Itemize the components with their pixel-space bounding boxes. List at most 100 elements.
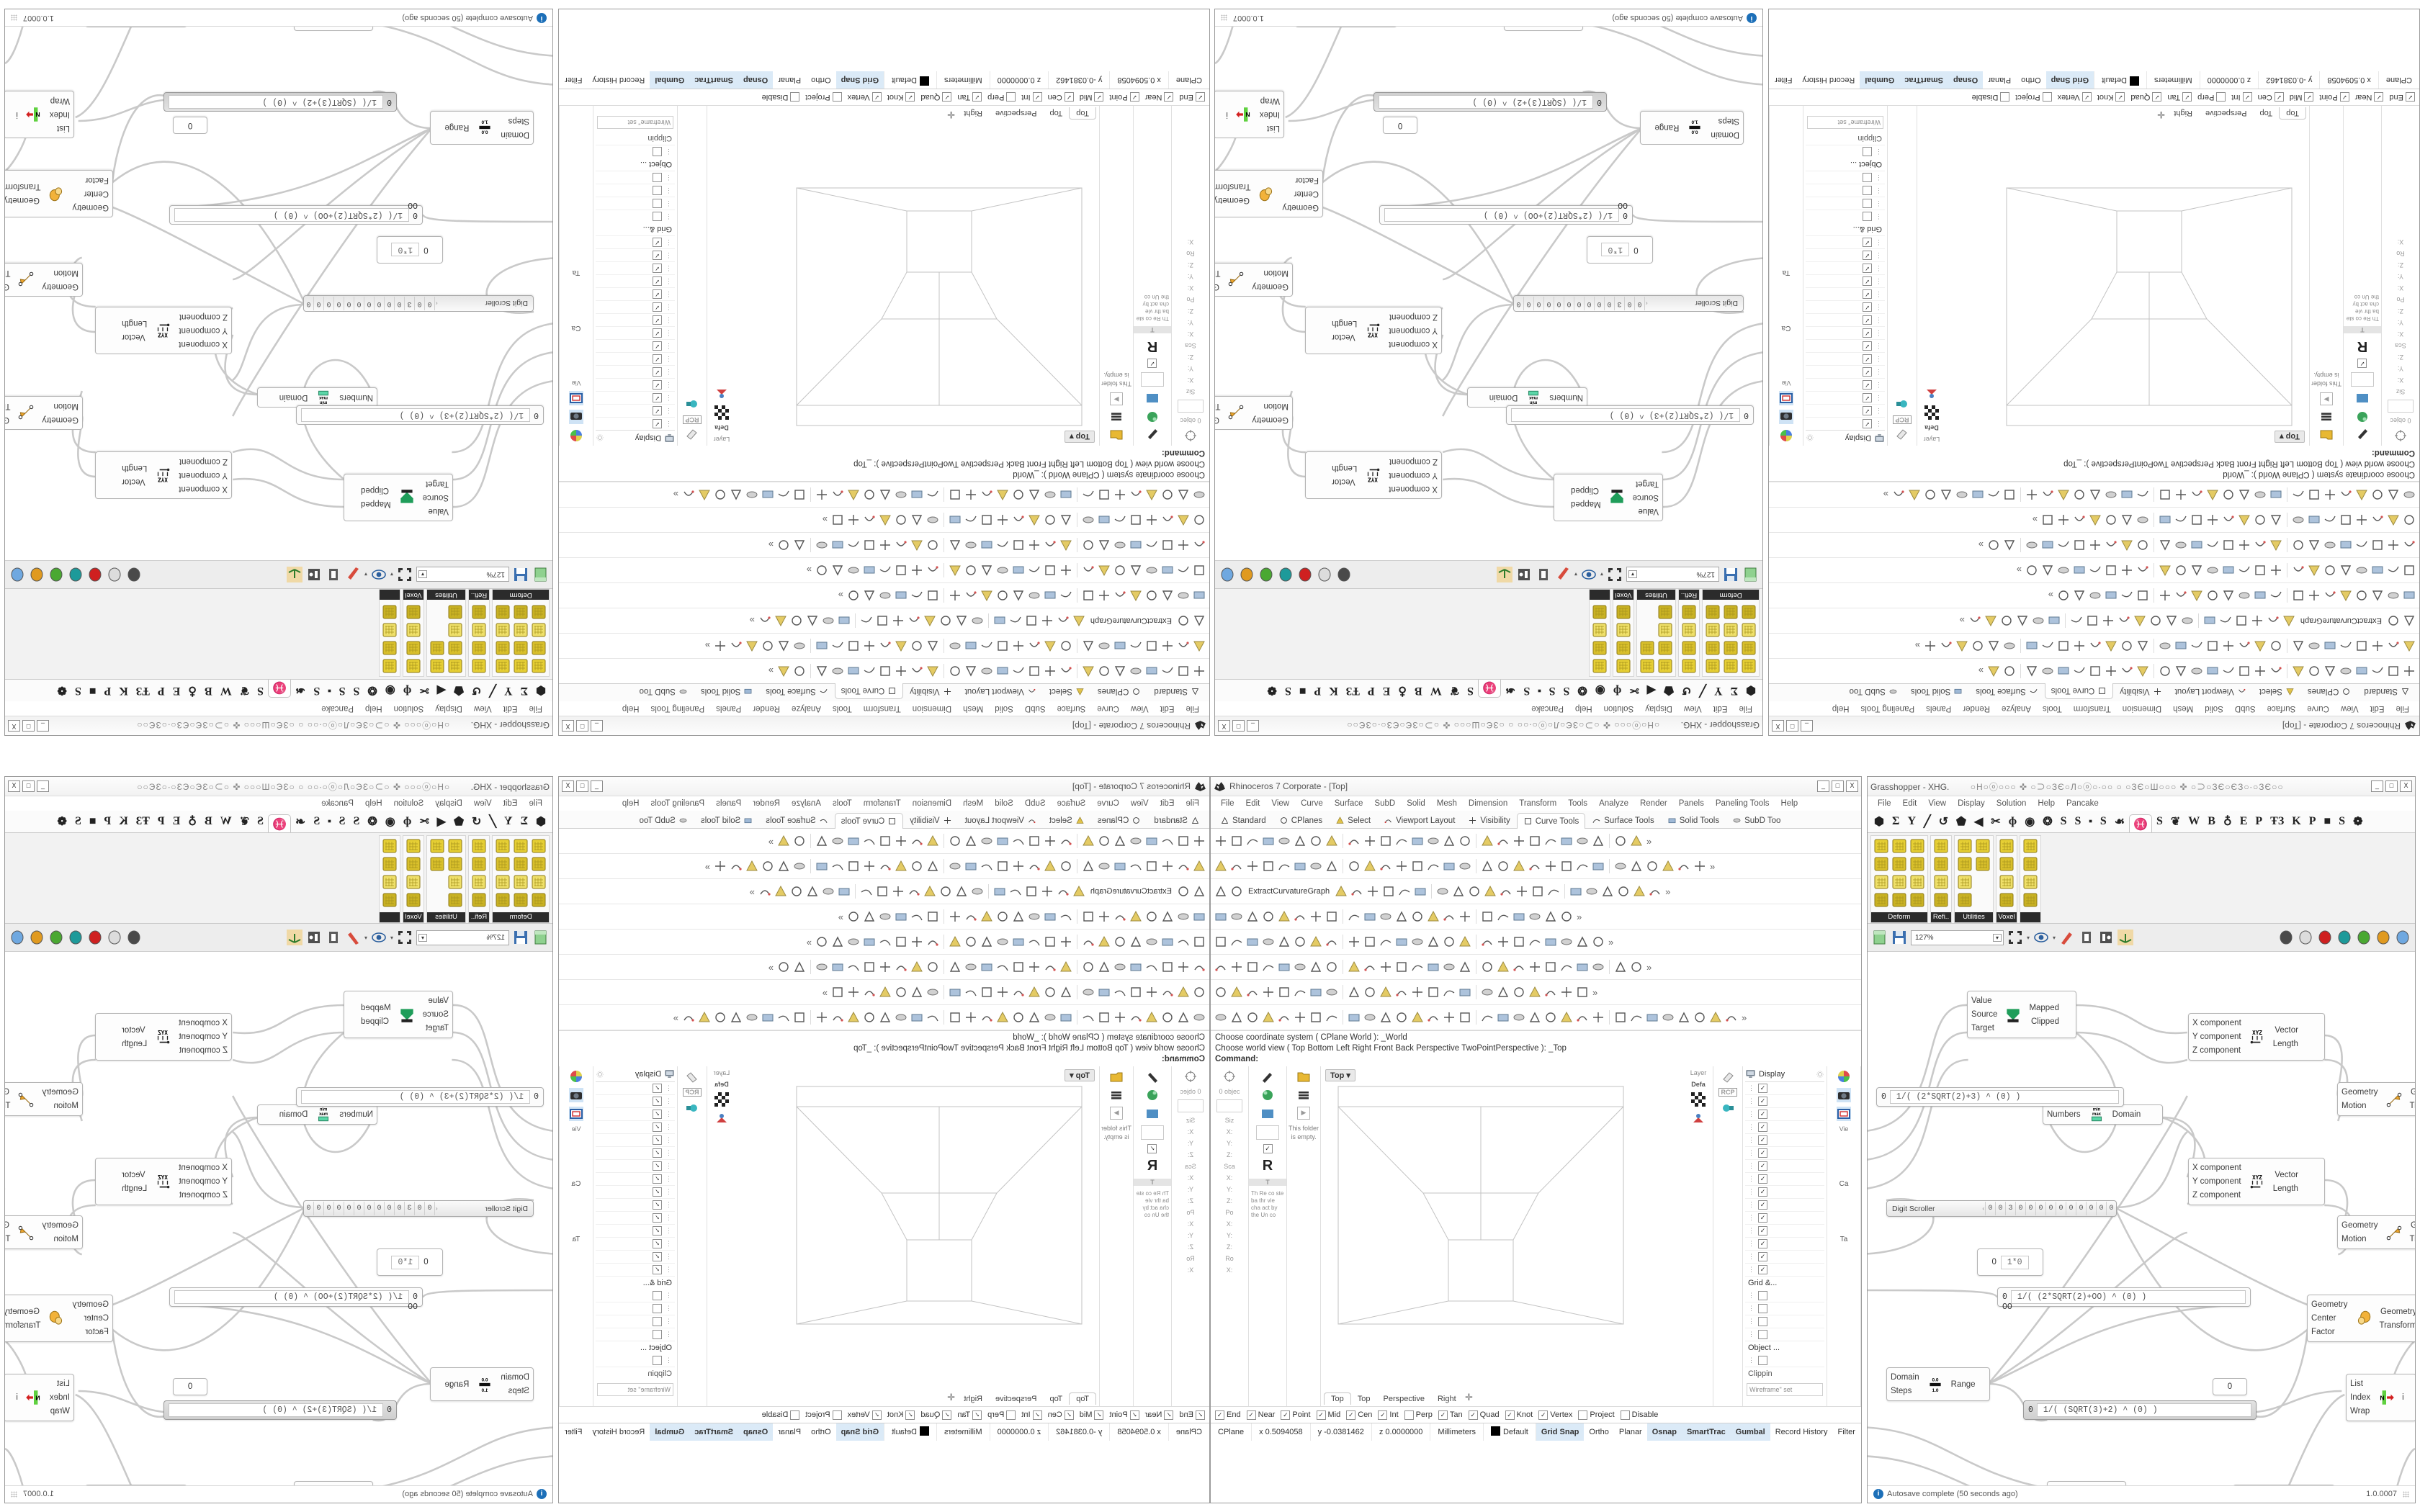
- display-option-row[interactable]: ⋮ ✓: [1806, 404, 1885, 417]
- toolbar-icon-2-28[interactable]: [729, 639, 743, 653]
- toolbar-icon-1-15[interactable]: [948, 834, 962, 848]
- light-icon[interactable]: [685, 1101, 699, 1115]
- input-port-domain[interactable]: Domain: [1711, 130, 1739, 139]
- axes-icon[interactable]: [286, 567, 302, 582]
- toolbar-icon-5-0[interactable]: [1192, 935, 1206, 949]
- toolbar-icon-8-31[interactable]: [1724, 1010, 1739, 1025]
- gh-ribbon-group-voxel[interactable]: Voxel: [1613, 589, 1634, 677]
- checkbox-icon[interactable]: [653, 1356, 662, 1365]
- shade-amber-icon[interactable]: [29, 567, 45, 582]
- toolbar-overflow-icon[interactable]: »: [673, 1012, 678, 1023]
- toolbar-icon-3-14[interactable]: [875, 613, 889, 628]
- checkbox-icon[interactable]: ✓: [1438, 1410, 1448, 1420]
- toolbar-icon-3-19[interactable]: [789, 884, 804, 899]
- input-port-motion[interactable]: Motion: [53, 269, 79, 277]
- toolbar-icon-2-29[interactable]: [1693, 859, 1707, 873]
- status-toggle-grid-snap[interactable]: Grid Snap: [835, 1423, 884, 1441]
- display-option-row[interactable]: ⋮ ✓: [1745, 1251, 1824, 1264]
- menu-item-file[interactable]: File: [2396, 704, 2409, 713]
- toolbar-icon-2-20[interactable]: [2072, 639, 2087, 653]
- checkbox-icon[interactable]: ✓: [653, 1122, 662, 1132]
- menu-item-paneling-tools[interactable]: Paneling Tools: [1860, 704, 1915, 713]
- rhino-osnap-bar[interactable]: ✓ End ✓ Near ✓ Point ✓ Mid ✓ Cen ✓ Int Perp ✓ Tan ✓ Quad…: [559, 89, 1209, 106]
- toolbar-icon-7-15[interactable]: [1458, 985, 1472, 999]
- resize-grip-icon[interactable]: [11, 14, 17, 22]
- gh-canvas-toolbar[interactable]: 127% ▾ ▾ ▾: [5, 560, 552, 588]
- input-port-motion[interactable]: Motion: [2341, 1235, 2367, 1243]
- gh-component-icon-5[interactable]: [429, 855, 446, 873]
- toolbar-icon-7-18[interactable]: [2104, 513, 2118, 527]
- gh-node-inputs[interactable]: List Index Wrap: [46, 1374, 73, 1421]
- toolbar-icon-2-4[interactable]: [1277, 859, 1291, 873]
- osnap-point[interactable]: ✓ Point: [1281, 1410, 1314, 1420]
- gh-component-icon-5[interactable]: [512, 639, 529, 657]
- display-option-row[interactable]: ⋮ ✓: [596, 1212, 675, 1225]
- gh-component-icon-0[interactable]: [1680, 657, 1698, 675]
- scroller-digit[interactable]: 0: [2086, 1202, 2096, 1215]
- output-port-transform[interactable]: Transform: [1215, 402, 1221, 410]
- checkbox-icon[interactable]: ✓: [653, 419, 662, 428]
- gh-component-icon-0[interactable]: [1932, 837, 1950, 855]
- toolbar-overflow-icon[interactable]: »: [749, 615, 755, 626]
- gh-tab-29[interactable]: ❁: [2353, 816, 2363, 828]
- toolbar-icon-8-3[interactable]: [1144, 1010, 1159, 1025]
- toolbar-icon-8-5[interactable]: [1293, 1010, 1307, 1025]
- minimize-button[interactable]: _: [1817, 780, 1829, 792]
- toolbar-icon-2-0[interactable]: [1214, 859, 1228, 873]
- gh-node-range[interactable]: Domain Steps 0.0 1.0 Range: [430, 1367, 534, 1401]
- toolbar-icon-7-8[interactable]: [1059, 985, 1073, 999]
- display-option-row[interactable]: ⋮ ✓: [596, 1264, 675, 1277]
- toolbar-icon-7-21[interactable]: [2056, 513, 2071, 527]
- toolbar-icon-8-21[interactable]: [1559, 1010, 1574, 1025]
- toolbar-icon-7-18[interactable]: [894, 513, 908, 527]
- gh-node-range[interactable]: Domain Steps 0.0 1.0 Range: [1886, 1367, 1990, 1401]
- toolbar-tab-viewport-layout[interactable]: Viewport Layout: [1377, 812, 1461, 828]
- gh-node-outputs[interactable]: Range: [441, 119, 472, 138]
- new-document-icon[interactable]: [532, 930, 548, 945]
- toolbar-icon-2-26[interactable]: [1971, 639, 1985, 653]
- input-port-list[interactable]: List: [2350, 1380, 2363, 1388]
- expression-input-value-2[interactable]: OO: [408, 1302, 418, 1312]
- status-toggle-gumbal[interactable]: Gumbal: [1860, 71, 1900, 89]
- menu-item-analyze[interactable]: Analyze: [792, 799, 821, 808]
- display-grid-section[interactable]: Grid &...: [1852, 225, 1882, 233]
- panel-subtab[interactable]: T: [2344, 326, 2381, 333]
- toolbar-tab-viewport-layout[interactable]: Viewport Layout: [959, 684, 1043, 700]
- gh-component-icon-7[interactable]: [512, 603, 529, 621]
- toolbar-icon-6-14[interactable]: [964, 538, 978, 552]
- gh-tab-27[interactable]: ■: [2323, 815, 2331, 827]
- display-option-row[interactable]: ⋮ ✓: [596, 1160, 675, 1173]
- toolbar-icon-3-4[interactable]: [1366, 884, 1380, 899]
- toolbar-icon-1-3[interactable]: [1144, 664, 1159, 678]
- gh-scroller-digit_scroller[interactable]: Digit Scroller ‹ 0 0 3 0 0 0 0 0 0 0 0 0 0: [303, 1200, 534, 1217]
- toolbar-icon-1-1[interactable]: [1176, 664, 1191, 678]
- gh-component-icon-4[interactable]: [1639, 657, 1656, 675]
- checkbox-icon[interactable]: [653, 173, 662, 182]
- toolbar-tab-standard[interactable]: Standard: [1147, 812, 1206, 828]
- minimize-button[interactable]: _: [1801, 720, 1813, 732]
- toolbar-icon-1-16[interactable]: [926, 664, 940, 678]
- toolbar-icon-3-21[interactable]: [1968, 613, 1982, 628]
- menu-item-dimension[interactable]: Dimension: [2122, 704, 2162, 713]
- viewport-label[interactable]: Top ▾: [1325, 1069, 1355, 1081]
- rhino-materials-panel[interactable]: RCP: [677, 1066, 707, 1406]
- panel-icon[interactable]: [306, 930, 322, 945]
- toolbar-icon-8-19[interactable]: [878, 1010, 892, 1025]
- toolbar-icon-1-21[interactable]: [846, 664, 861, 678]
- toolbar-icon-8-18[interactable]: [894, 487, 908, 502]
- toolbar-icon-8-0[interactable]: [2402, 487, 2416, 502]
- output-port-domain[interactable]: Domain: [279, 393, 308, 402]
- viewport-layout-icon[interactable]: [2237, 687, 2246, 696]
- toolbar-icon-6-7[interactable]: [1081, 538, 1095, 552]
- checkbox-icon[interactable]: ✓: [1758, 1110, 1767, 1119]
- toolbar-icon-1-24[interactable]: [792, 664, 807, 678]
- toolbar-icon-4-6[interactable]: [1097, 588, 1111, 603]
- osnap-quad[interactable]: ✓ Quad: [2126, 92, 2162, 102]
- toolbar-icon-4-9[interactable]: [1363, 909, 1377, 924]
- toolbar-icon-3-16[interactable]: [2047, 613, 2061, 628]
- toolbar-icon-6-20[interactable]: [1543, 960, 1558, 974]
- grasshopper-window[interactable]: Grasshopper - XHG. ○Н○ⓞ○○○ ✜ ○⊃○ЗЄ○Л○ⓞ○∙…: [4, 776, 553, 1503]
- toolbar-icon-4-8[interactable]: [2269, 588, 2283, 603]
- viewport-tab-top[interactable]: Top: [2279, 107, 2306, 120]
- toolbar-icon-4-21[interactable]: [846, 909, 861, 924]
